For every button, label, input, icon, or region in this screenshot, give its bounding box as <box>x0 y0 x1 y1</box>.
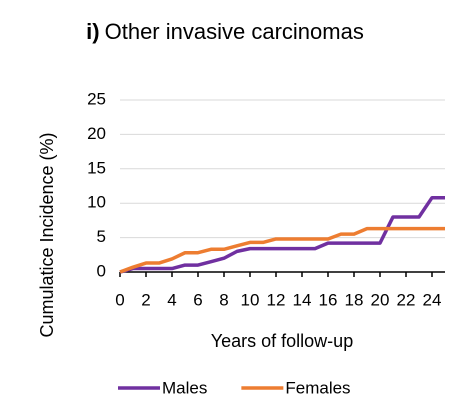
legend-label: Females <box>285 378 350 397</box>
x-tick-label: 20 <box>371 290 390 309</box>
x-tick-label: 22 <box>397 290 416 309</box>
y-axis-title: Cumulatice Incidence (%) <box>37 132 57 337</box>
x-axis-title: Years of follow-up <box>211 331 353 351</box>
x-tick-label: 10 <box>241 290 260 309</box>
y-tick-label: 10 <box>87 193 106 212</box>
x-tick-label: 0 <box>115 290 124 309</box>
x-tick-label: 18 <box>345 290 364 309</box>
x-tick-label: 2 <box>141 290 150 309</box>
chart-title: i) Other invasive carcinomas <box>86 19 364 44</box>
series-line <box>119 195 445 274</box>
y-tick-label: 5 <box>97 227 106 246</box>
y-tick-label: 0 <box>97 261 106 280</box>
series-line <box>119 226 445 274</box>
legend-label: Males <box>162 378 207 397</box>
x-tick-label: 8 <box>219 290 228 309</box>
title-label: i) <box>86 19 99 44</box>
x-tick-label: 4 <box>167 290 176 309</box>
x-tick-label: 12 <box>267 290 286 309</box>
y-tick-label: 15 <box>87 158 106 177</box>
y-tick-label: 20 <box>87 124 106 143</box>
x-tick-label: 6 <box>193 290 202 309</box>
x-tick-label: 14 <box>293 290 312 309</box>
x-tick-label: 16 <box>319 290 338 309</box>
y-tick-label: 25 <box>87 89 106 108</box>
title-text: Other invasive carcinomas <box>105 19 364 44</box>
x-tick-label: 24 <box>423 290 442 309</box>
